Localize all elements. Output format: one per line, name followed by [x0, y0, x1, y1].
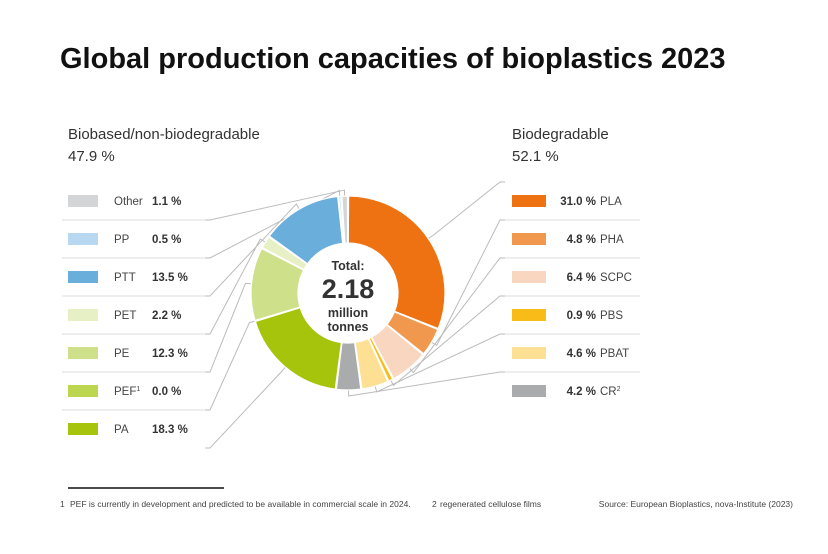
- footnote-2: regenerated cellulose films: [440, 499, 541, 509]
- swatch-pla: [512, 195, 546, 207]
- legend-label-pha: PHA: [600, 234, 624, 246]
- slice-pla: [347, 195, 446, 330]
- swatch-pp: [68, 233, 98, 245]
- legend-label-ptt: PTT: [114, 272, 136, 284]
- slice-cr: [335, 341, 362, 391]
- swatch-pef: [68, 385, 98, 397]
- swatch-scpc: [512, 271, 546, 283]
- footnote-2-mark: 2: [432, 499, 437, 509]
- leader-pa: [205, 362, 290, 449]
- center-unit-line2: tonnes: [328, 320, 369, 334]
- group-left-title: Biobased/non-biodegradable: [68, 126, 260, 143]
- legend-label-pbs: PBS: [600, 310, 623, 322]
- swatch-pha: [512, 233, 546, 245]
- swatch-pbat: [512, 347, 546, 359]
- slice-ptt: [268, 195, 344, 265]
- legend-value-pet: 2.2 %: [152, 310, 181, 322]
- footnote-1: PEF is currently in development and pred…: [70, 499, 411, 509]
- legend-value-other: 1.1 %: [152, 196, 181, 208]
- superscript-cr: 2: [617, 386, 621, 393]
- swatch-pe: [68, 347, 98, 359]
- swatch-ptt: [68, 271, 98, 283]
- legend-value-pef: 0.0 %: [152, 386, 181, 398]
- slice-scpc: [370, 323, 424, 380]
- center-total-label: Total:: [331, 259, 364, 273]
- group-right-pct: 52.1 %: [512, 148, 559, 165]
- slice-pa: [254, 306, 343, 390]
- legend-label-pet: PET: [114, 310, 136, 322]
- slice-other: [341, 195, 349, 244]
- legend: Other 1.1 % PP 0.5 % PTT 13.5 % PET 2.2 % PE 12.3…: [68, 195, 632, 436]
- legend-value-cr: 4.2 %: [567, 386, 596, 398]
- group-right-title: Biodegradable: [512, 126, 609, 143]
- legend-value-pbat: 4.6 %: [567, 348, 596, 360]
- slice-pp: [338, 195, 345, 244]
- legend-label-other: Other: [114, 196, 143, 208]
- legend-label-cr: CR2: [600, 386, 621, 398]
- slice-pha: [386, 311, 439, 355]
- source-note: Source: European Bioplastics, nova-Insti…: [599, 499, 793, 509]
- legend-value-pe: 12.3 %: [152, 348, 188, 360]
- legend-label-pef: PEF1: [114, 386, 140, 398]
- swatch-pa: [68, 423, 98, 435]
- slice-pbs: [368, 336, 394, 382]
- swatch-cr: [512, 385, 546, 397]
- swatch-other: [68, 195, 98, 207]
- legend-value-pp: 0.5 %: [152, 234, 181, 246]
- group-left-pct: 47.9 %: [68, 148, 115, 165]
- chart-title: Global production capacities of bioplast…: [60, 43, 726, 75]
- legend-dividers: [62, 219, 640, 411]
- slice-pe: [250, 247, 305, 322]
- legend-label-pbat: PBAT: [600, 348, 629, 360]
- legend-value-pa: 18.3 %: [152, 424, 188, 436]
- superscript-pef: 1: [136, 386, 140, 393]
- swatch-pbs: [512, 309, 546, 321]
- footnote-1-mark: 1: [60, 499, 65, 509]
- center-total-value: 2.18: [322, 274, 375, 304]
- legend-label-pla: PLA: [600, 196, 622, 208]
- legend-label-scpc: SCPC: [600, 272, 632, 284]
- legend-value-pla: 31.0 %: [560, 196, 596, 208]
- legend-value-scpc: 6.4 %: [567, 272, 596, 284]
- legend-label-pp: PP: [114, 234, 130, 246]
- slice-pet: [261, 236, 308, 271]
- center-unit-line1: million: [328, 306, 368, 320]
- legend-value-ptt: 13.5 %: [152, 272, 188, 284]
- legend-label-pe: PE: [114, 348, 130, 360]
- donut-slices: [250, 195, 446, 391]
- leader-pla: [423, 181, 505, 243]
- legend-value-pha: 4.8 %: [567, 234, 596, 246]
- legend-value-pbs: 0.9 %: [567, 310, 596, 322]
- swatch-pet: [68, 309, 98, 321]
- slice-pbat: [354, 337, 389, 390]
- legend-label-pa: PA: [114, 424, 129, 436]
